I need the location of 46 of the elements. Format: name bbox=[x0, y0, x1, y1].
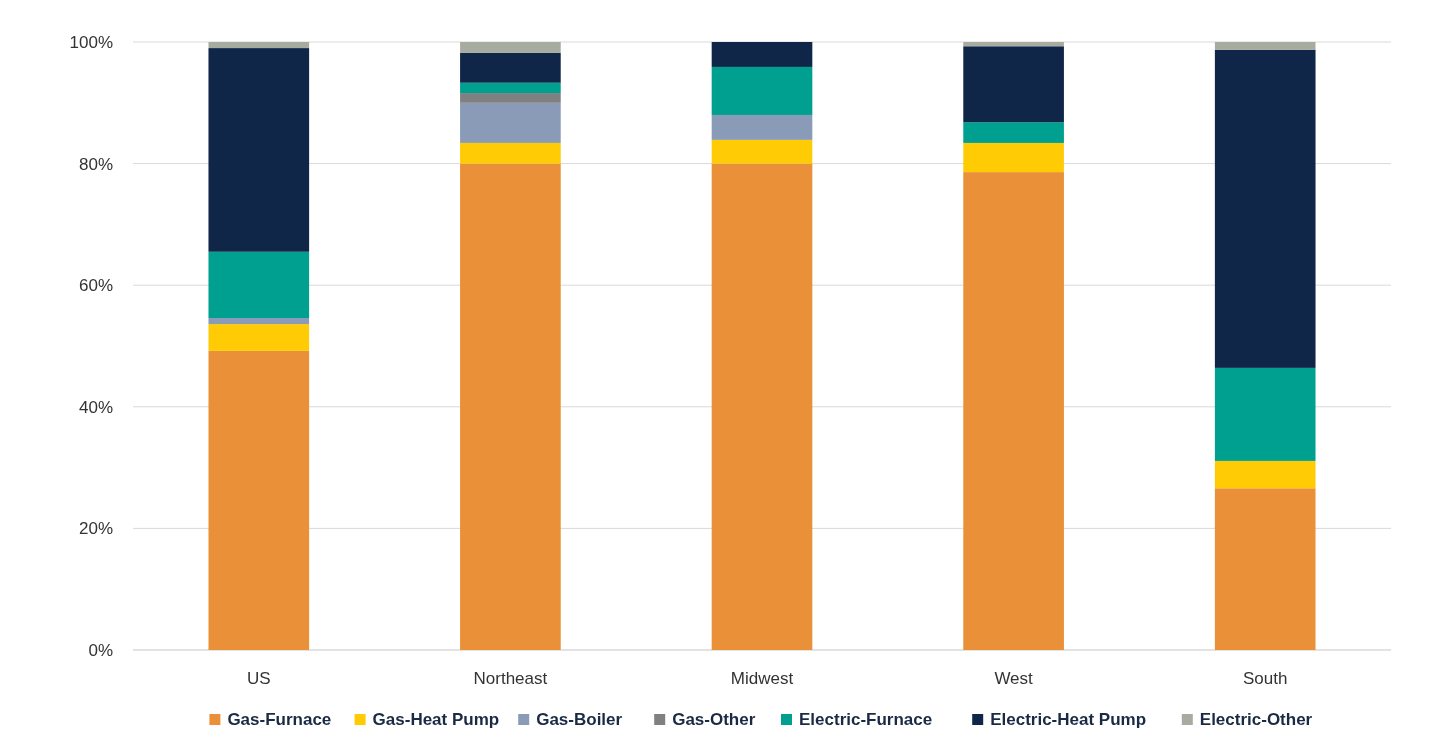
bar bbox=[963, 42, 1064, 47]
bar bbox=[460, 52, 561, 83]
bar bbox=[208, 324, 310, 351]
bar bbox=[208, 48, 310, 252]
bar bbox=[208, 318, 310, 325]
bar bbox=[460, 42, 561, 53]
bar bbox=[460, 163, 561, 650]
legend-label: Electric-Heat Pump bbox=[990, 710, 1147, 729]
legend-label: Gas-Heat Pump bbox=[372, 710, 500, 729]
bar bbox=[208, 42, 310, 49]
bar bbox=[208, 251, 310, 319]
bar bbox=[1214, 367, 1316, 461]
bar bbox=[963, 172, 1064, 650]
bar bbox=[963, 46, 1064, 123]
bar bbox=[1214, 460, 1316, 489]
bar bbox=[711, 163, 813, 650]
legend-label: Electric-Other bbox=[1199, 710, 1313, 729]
bar bbox=[460, 82, 561, 94]
x-tick-label: Northeast bbox=[473, 669, 548, 688]
y-tick-label: 0% bbox=[88, 640, 113, 660]
bar bbox=[1214, 49, 1316, 368]
bar bbox=[711, 42, 813, 67]
x-tick-label: US bbox=[246, 669, 271, 688]
bar bbox=[208, 350, 310, 650]
y-tick-label: 40% bbox=[78, 397, 113, 417]
x-tick-label: Midwest bbox=[730, 669, 794, 688]
bar bbox=[711, 66, 813, 115]
bar bbox=[711, 114, 813, 140]
y-tick-label: 20% bbox=[78, 519, 113, 539]
y-tick-label: 60% bbox=[78, 276, 113, 296]
x-tick-label: South bbox=[1242, 669, 1288, 688]
y-tick-label: 100% bbox=[69, 32, 113, 52]
legend-label: Electric-Furnace bbox=[799, 710, 933, 729]
y-tick-label: 80% bbox=[78, 154, 113, 174]
bar bbox=[963, 122, 1064, 143]
bar bbox=[460, 102, 561, 143]
bar bbox=[711, 139, 813, 164]
legend-label: Gas-Other bbox=[672, 710, 756, 729]
legend-label: Gas-Boiler bbox=[536, 710, 623, 729]
bar bbox=[460, 93, 561, 103]
x-tick-label: West bbox=[994, 669, 1034, 688]
bar bbox=[963, 142, 1064, 173]
bar bbox=[1214, 488, 1316, 650]
bar bbox=[460, 142, 561, 164]
bar bbox=[1214, 42, 1316, 50]
legend-label: Gas-Furnace bbox=[227, 710, 332, 729]
